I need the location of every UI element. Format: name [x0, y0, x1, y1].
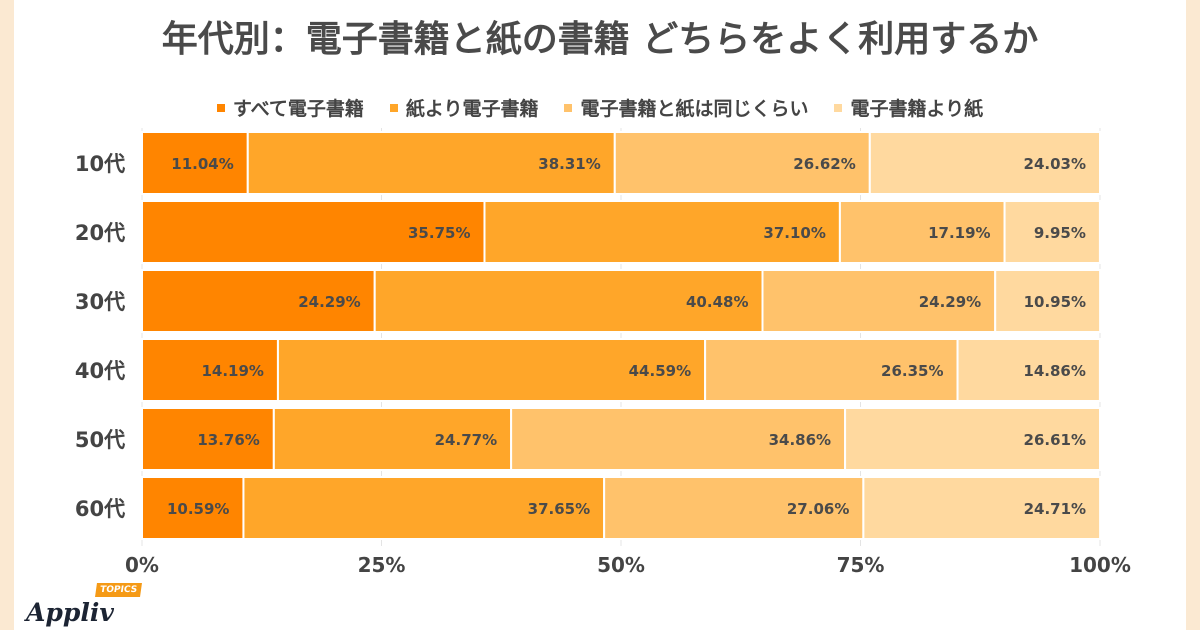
- data-label: 24.71%: [1024, 500, 1086, 518]
- data-label: 17.19%: [928, 224, 990, 242]
- x-tick-label: 75%: [837, 553, 885, 577]
- data-label: 24.77%: [435, 431, 497, 449]
- y-category-label: 60代: [75, 497, 125, 521]
- y-category-label: 30代: [75, 290, 125, 314]
- data-label: 26.61%: [1024, 431, 1086, 449]
- legend-item: 電子書籍より紙: [834, 94, 983, 121]
- legend-item: すべて電子書籍: [216, 94, 364, 121]
- data-label: 44.59%: [629, 362, 691, 380]
- bar-segment: [242, 476, 606, 540]
- x-tick-label: 25%: [358, 553, 406, 577]
- chart-title: 年代別：電子書籍と紙の書籍 どちらをよく利用するか: [161, 19, 1039, 60]
- data-label: 24.03%: [1024, 155, 1086, 173]
- data-label: 37.65%: [528, 500, 590, 518]
- x-tick-label: 100%: [1069, 553, 1131, 577]
- y-category-label: 40代: [75, 359, 125, 383]
- data-label: 26.62%: [793, 155, 855, 173]
- bar-segment: [246, 131, 616, 195]
- bar-segment: [276, 338, 707, 402]
- data-label: 14.19%: [201, 362, 263, 380]
- legend-item: 電子書籍と紙は同じくらい: [564, 94, 808, 121]
- bar-segment: [613, 131, 871, 195]
- x-tick-label: 50%: [597, 553, 645, 577]
- data-label: 24.29%: [298, 293, 360, 311]
- bar-segment: [510, 407, 847, 471]
- bar-segment: [761, 269, 997, 333]
- decorative-strip: [0, 0, 14, 630]
- data-label: 24.29%: [919, 293, 981, 311]
- bar-segment: [1003, 200, 1101, 264]
- bar-segment: [844, 407, 1101, 471]
- data-label: 35.75%: [408, 224, 470, 242]
- data-label: 9.95%: [1034, 224, 1086, 242]
- legend-swatch: [834, 103, 843, 112]
- legend-label: 電子書籍と紙は同じくらい: [580, 98, 809, 120]
- decorative-strip: [1186, 0, 1200, 630]
- appliv-logo: Appliv: [26, 598, 114, 627]
- bar-segment: [868, 131, 1101, 195]
- topics-badge: TOPICS: [95, 583, 142, 597]
- data-label: 14.86%: [1023, 362, 1085, 380]
- x-tick-label: 0%: [125, 553, 159, 577]
- legend-swatch: [564, 103, 573, 112]
- bar-segment: [373, 269, 764, 333]
- bar-segment: [956, 338, 1101, 402]
- y-category-label: 50代: [75, 428, 125, 452]
- bar-segment: [838, 200, 1006, 264]
- data-label: 34.86%: [769, 431, 831, 449]
- legend-label: すべて電子書籍: [232, 98, 364, 120]
- y-category-label: 10代: [75, 152, 125, 176]
- legend-swatch: [389, 103, 398, 112]
- data-label: 26.35%: [881, 362, 943, 380]
- bar-segment: [483, 200, 841, 264]
- legend: すべて電子書籍 紙より電子書籍 電子書籍と紙は同じくらい 電子書籍より紙: [0, 94, 1200, 121]
- y-category-label: 20代: [75, 221, 125, 245]
- legend-item: 紙より電子書籍: [389, 94, 539, 121]
- bar-segment: [141, 338, 279, 402]
- bar-segment: [862, 476, 1102, 540]
- data-label: 10.59%: [167, 500, 229, 518]
- legend-label: 紙より電子書籍: [405, 98, 539, 120]
- bar-segment: [994, 269, 1102, 333]
- bar-segment: [272, 407, 513, 471]
- data-label: 10.95%: [1024, 293, 1086, 311]
- legend-label: 電子書籍より紙: [850, 98, 984, 120]
- data-label: 27.06%: [787, 500, 849, 518]
- legend-swatch: [216, 103, 225, 112]
- data-label: 13.76%: [197, 431, 259, 449]
- bar-segment: [141, 200, 486, 264]
- data-label: 38.31%: [538, 155, 600, 173]
- bar-segment: [141, 407, 275, 471]
- data-label: 11.04%: [171, 155, 233, 173]
- bar-segment: [603, 476, 865, 540]
- data-label: 40.48%: [686, 293, 748, 311]
- data-label: 37.10%: [763, 224, 825, 242]
